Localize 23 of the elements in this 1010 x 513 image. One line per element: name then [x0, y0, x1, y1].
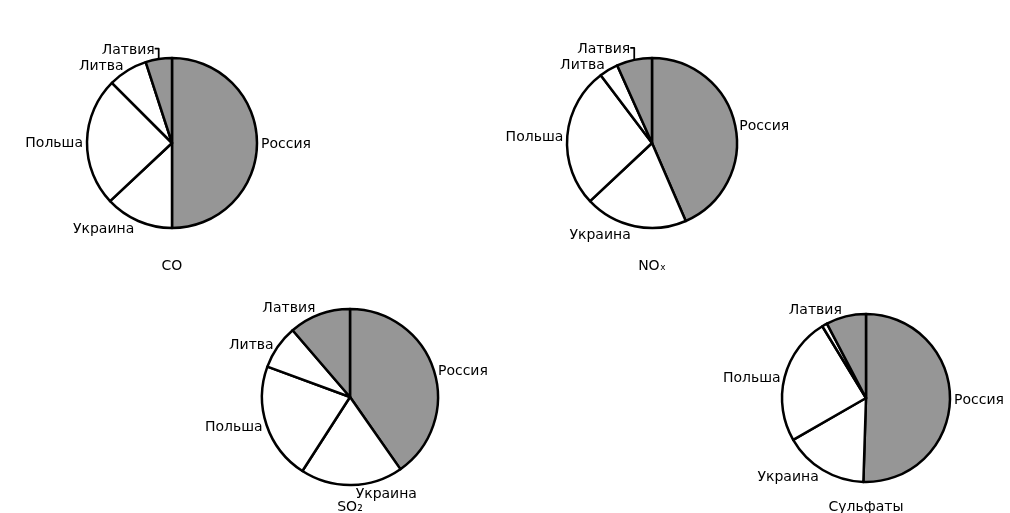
text: SO₂ [337, 498, 363, 513]
slice-label: Россия [261, 135, 311, 151]
slice-label: Польша [25, 133, 84, 150]
slice-label: Польша [505, 127, 564, 144]
slice-label: Россия [437, 361, 488, 378]
slice-label: Россия [739, 117, 790, 134]
slice-label: Латвия [262, 299, 316, 316]
slice-label: Украина [569, 225, 631, 242]
slice-label: Литва [229, 336, 274, 353]
slice-label: Литва [560, 55, 605, 72]
text: CO [161, 257, 183, 273]
slice-label: Латвия [788, 300, 842, 317]
text: Сульфаты [828, 498, 904, 513]
slice-label: Польша [722, 368, 781, 385]
slice-label: Латвия [577, 39, 631, 56]
slice-label: Россия [953, 391, 1004, 408]
slice-label: Украина [355, 484, 417, 501]
slice-label: Украина [72, 219, 135, 236]
slice-label: Украина [757, 467, 819, 484]
slice-label: Польша [204, 417, 263, 434]
text: NOₓ [638, 257, 666, 273]
slice-label: Латвия [101, 40, 155, 57]
slice-label: Литва [78, 56, 124, 73]
